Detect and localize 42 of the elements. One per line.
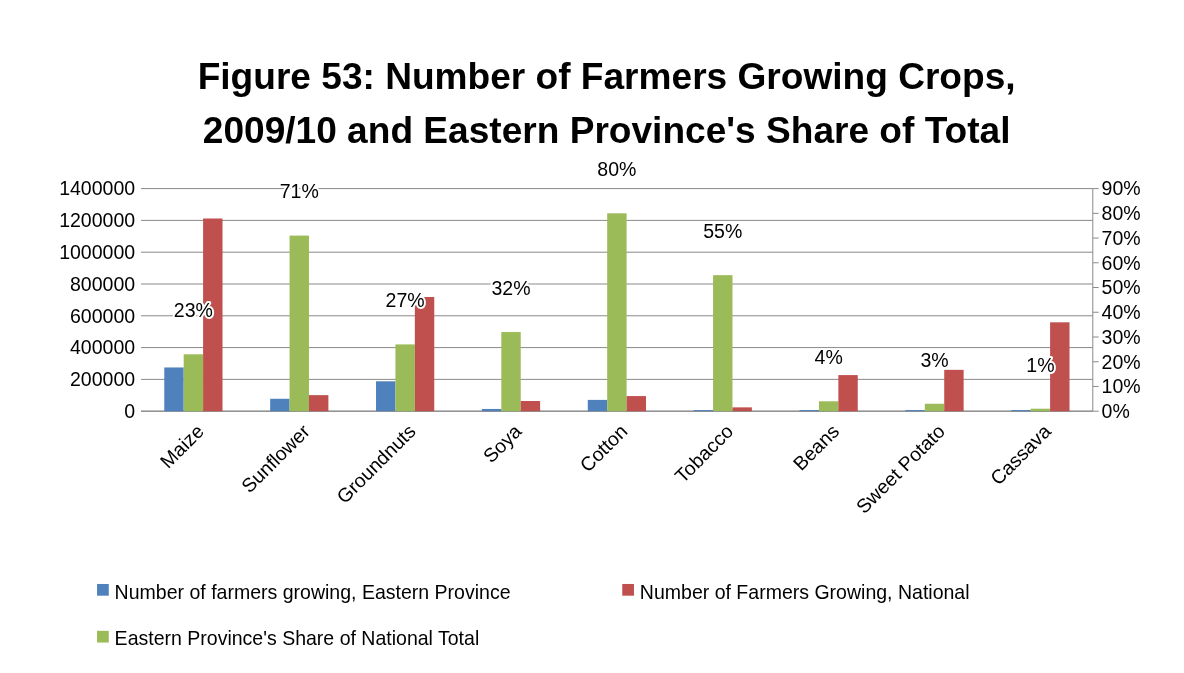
- y-tick-label: 1000000: [59, 241, 136, 264]
- bar: [501, 332, 521, 412]
- y2-tick-label: 70%: [1101, 226, 1141, 249]
- y2-tick-label: 80%: [1101, 202, 1141, 225]
- legend-label: Eastern Province's Share of National Total: [114, 627, 480, 650]
- legend-label: Number of farmers growing, Eastern Province: [114, 580, 511, 603]
- data-label: 55%: [703, 220, 743, 243]
- bar: [626, 396, 647, 412]
- bar: [270, 398, 290, 412]
- y2-tick-label: 20%: [1101, 350, 1141, 373]
- y-tick-label: 1200000: [59, 209, 136, 232]
- bar: [308, 395, 329, 412]
- y-tick-label: 600000: [70, 304, 136, 327]
- bar: [818, 401, 839, 412]
- bar: [924, 403, 945, 412]
- bar: [732, 407, 752, 412]
- bar: [838, 375, 858, 412]
- y-tick-label: 800000: [70, 272, 136, 295]
- y2-tick-label: 90%: [1101, 177, 1141, 200]
- y2-tick-label: 40%: [1101, 301, 1141, 324]
- y-tick-label: 400000: [70, 336, 136, 359]
- y2-tick-label: 60%: [1101, 251, 1141, 274]
- y2-tick-label: 50%: [1101, 276, 1141, 299]
- bar: [607, 213, 627, 412]
- chart-title: Figure 53: Number of Farmers Growing Crops, 2009/10 and Eastern Province's Share of Total: [197, 55, 1016, 151]
- y-tick-label: 0: [124, 400, 136, 423]
- y-tick-label: 200000: [70, 368, 136, 391]
- data-label: 80%: [597, 158, 637, 181]
- bar: [587, 399, 608, 412]
- y2-tick-label: 10%: [1101, 375, 1141, 398]
- bar: [289, 235, 309, 412]
- bar: [520, 401, 541, 412]
- data-label: 3%: [920, 348, 949, 371]
- data-label: 4%: [814, 346, 843, 369]
- data-label: 32%: [491, 276, 531, 299]
- y-tick-label: 1400000: [59, 177, 136, 200]
- bar: [944, 369, 964, 412]
- bar: [713, 275, 733, 412]
- y2-tick-label: 30%: [1101, 325, 1141, 348]
- y2-tick-label: 0%: [1101, 400, 1130, 423]
- legend-label: Number of Farmers Growing, National: [639, 580, 970, 603]
- data-label: 71%: [279, 180, 319, 203]
